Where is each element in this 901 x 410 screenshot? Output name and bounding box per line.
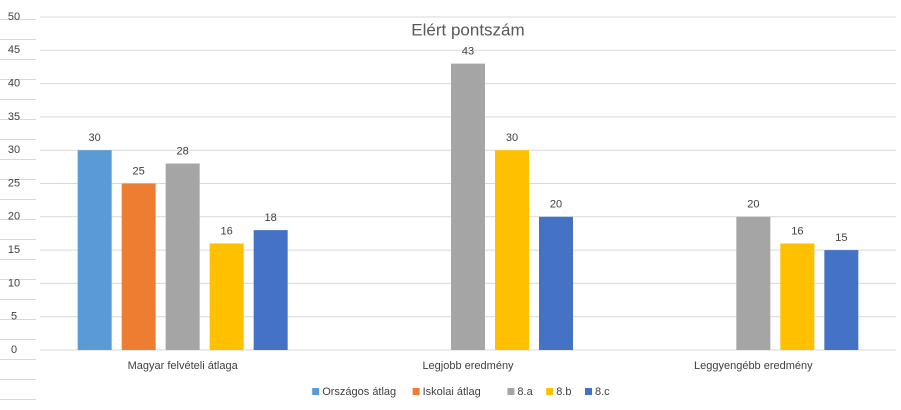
x-tick-label: Leggyengébb eredmény xyxy=(694,360,813,372)
bar xyxy=(780,243,815,350)
legend-label: 8.a xyxy=(517,386,533,398)
legend-label: 8.b xyxy=(556,386,571,398)
x-tick-label: Legjobb eredmény xyxy=(422,360,514,372)
data-label: 25 xyxy=(133,165,145,177)
y-tick-label: 45 xyxy=(8,44,20,56)
legend-swatch xyxy=(507,388,515,395)
bar xyxy=(165,163,200,350)
data-label: 16 xyxy=(791,225,803,237)
bar xyxy=(451,63,485,351)
bar xyxy=(121,183,156,350)
data-label: 20 xyxy=(747,199,759,211)
bar xyxy=(736,216,771,350)
data-label: 28 xyxy=(177,145,189,157)
bar xyxy=(209,243,244,350)
legend-label: 8.c xyxy=(595,386,610,398)
chart-title: Elért pontszám xyxy=(411,20,524,39)
y-tick-label: 35 xyxy=(8,111,20,123)
data-label: 43 xyxy=(462,46,474,58)
legend-swatch xyxy=(412,388,420,395)
data-label: 15 xyxy=(835,232,847,244)
data-label: 30 xyxy=(506,132,518,144)
bar xyxy=(77,150,112,350)
legend-swatch xyxy=(312,388,320,395)
x-tick-label: Magyar felvételi átlaga xyxy=(128,360,239,372)
bar xyxy=(253,230,288,350)
bar xyxy=(824,250,859,350)
bar xyxy=(539,216,573,350)
y-tick-label: 5 xyxy=(11,311,17,323)
legend-swatch xyxy=(585,388,592,395)
y-tick-label: 40 xyxy=(8,78,20,90)
y-tick-label: 0 xyxy=(11,344,17,356)
y-tick-label: 25 xyxy=(8,177,20,189)
y-tick-label: 10 xyxy=(8,277,20,289)
legend-swatch xyxy=(546,388,554,395)
y-tick-label: 50 xyxy=(8,11,20,23)
data-label: 20 xyxy=(550,199,562,211)
data-label: 18 xyxy=(265,212,277,224)
legend-label: Iskolai átlag xyxy=(423,386,481,398)
y-tick-label: 20 xyxy=(8,211,20,223)
data-label: 30 xyxy=(89,132,101,144)
legend-label: Országos átlag xyxy=(322,386,396,398)
data-label: 16 xyxy=(221,225,233,237)
bar xyxy=(495,150,529,350)
y-tick-label: 30 xyxy=(8,144,20,156)
y-tick-label: 15 xyxy=(8,244,20,256)
